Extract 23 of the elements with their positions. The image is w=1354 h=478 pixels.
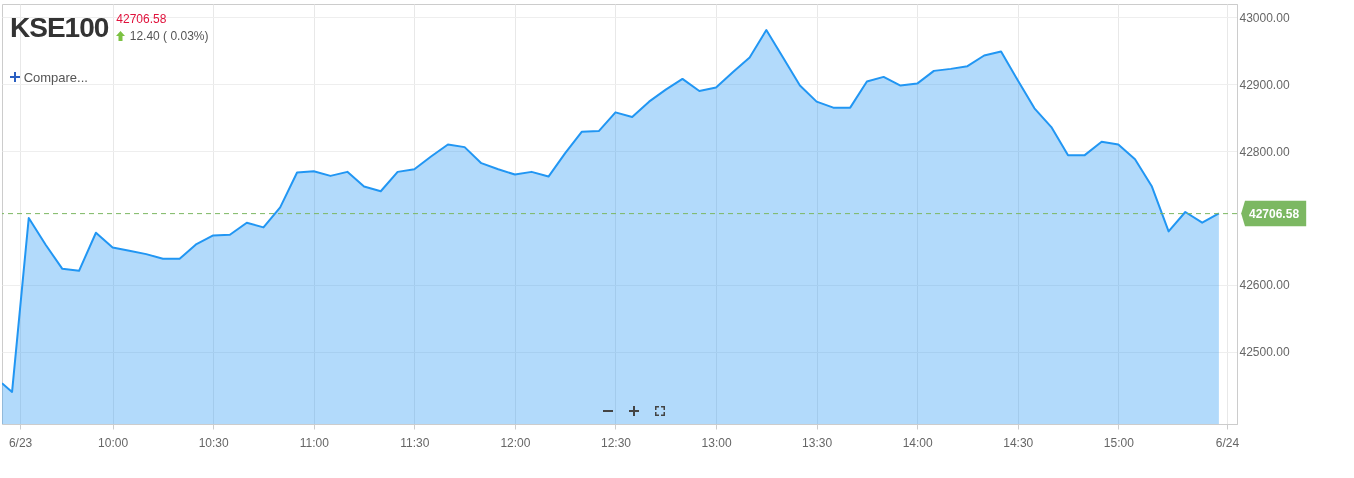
y-tick-label: 42600.00	[1239, 278, 1290, 293]
x-tick-label: 13:00	[701, 435, 732, 450]
annotation: 12.40 ( 0.03%)	[129, 29, 209, 43]
x-tick-label: 6/23	[8, 435, 33, 450]
ref-line-label: 42706.58	[1249, 206, 1300, 221]
x-tick-label: 10:30	[198, 435, 230, 450]
chart-title: KSE100	[10, 12, 109, 44]
x-tick-label: 11:30	[400, 435, 430, 450]
x-tick-label: 6/24	[1215, 435, 1240, 450]
x-tick-label: 12:30	[600, 435, 632, 450]
y-tick-label: 42800.00	[1239, 144, 1290, 159]
x-tick-label: 10:00	[98, 435, 129, 450]
x-tick-label: 11:00	[299, 435, 330, 450]
x-tick-label: 13:30	[802, 435, 833, 450]
x-tick-label: 14:00	[902, 435, 934, 450]
y-tick-label: 43000.00	[1239, 10, 1290, 25]
x-tick-label: 15:00	[1103, 435, 1135, 450]
x-tick-label: 14:30	[1003, 435, 1034, 450]
y-tick-label: 42500.00	[1239, 345, 1290, 360]
y-tick-label: 42900.00	[1239, 77, 1290, 92]
text: 42706.58	[116, 12, 168, 26]
x-tick-label: 12:00	[500, 435, 531, 450]
annotation: Compare...	[23, 70, 88, 85]
